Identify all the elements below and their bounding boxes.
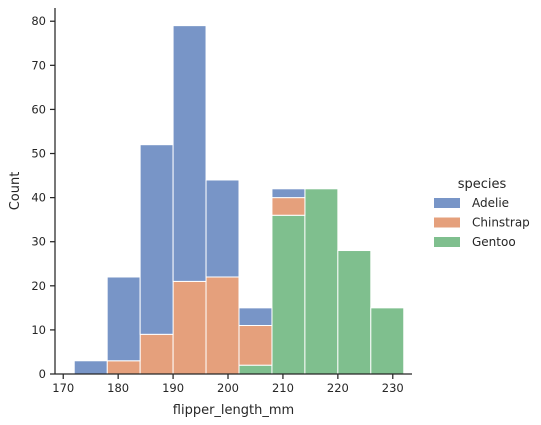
bar-adelie-202 xyxy=(238,307,273,326)
bar-chinstrap-208 xyxy=(271,197,306,216)
y-tick-label-40: 40 xyxy=(31,191,46,205)
bar-chinstrap-202 xyxy=(238,324,273,366)
legend-label-chinstrap: Chinstrap xyxy=(472,216,530,230)
y-tick-label-10: 10 xyxy=(31,323,46,337)
bar-chinstrap-190 xyxy=(172,280,207,375)
axes-layer: 170 180 190 200 210 220 230 0 10 20 30 40 50 60 70 80 xyxy=(31,8,412,395)
bar-chinstrap-178 xyxy=(106,360,141,375)
bar-gentoo-220 xyxy=(337,250,372,375)
y-tick-label-50: 50 xyxy=(31,147,46,161)
y-tick-label-20: 20 xyxy=(31,279,46,293)
bar-adelie-208 xyxy=(271,188,306,199)
y-tick-label-70: 70 xyxy=(31,58,46,72)
x-tick-label-210: 210 xyxy=(272,381,294,395)
legend-label-gentoo: Gentoo xyxy=(472,235,516,249)
bar-gentoo-214 xyxy=(304,188,339,375)
bar-chinstrap-184 xyxy=(139,333,174,375)
y-tick-label-30: 30 xyxy=(31,235,46,249)
legend-swatch-chinstrap xyxy=(434,217,460,228)
bars-layer xyxy=(73,25,405,375)
legend-title: species xyxy=(458,177,507,192)
bar-adelie-172 xyxy=(73,360,108,375)
bar-adelie-190 xyxy=(172,25,207,282)
legend: species Adelie Chinstrap Gentoo xyxy=(434,177,530,249)
legend-swatch-gentoo xyxy=(434,237,460,247)
x-tick-label-220: 220 xyxy=(327,381,349,395)
y-axis-title: Count xyxy=(8,172,23,211)
x-tick-label-200: 200 xyxy=(217,381,239,395)
y-tick-label-80: 80 xyxy=(31,14,46,28)
y-tick-label-60: 60 xyxy=(31,102,46,116)
legend-swatch-adelie xyxy=(434,198,460,208)
x-tick-label-170: 170 xyxy=(52,381,74,395)
legend-label-adelie: Adelie xyxy=(472,196,509,210)
bar-adelie-184 xyxy=(139,144,174,335)
bar-adelie-196 xyxy=(205,179,240,278)
bar-gentoo-226 xyxy=(370,307,405,375)
bar-adelie-178 xyxy=(106,276,141,362)
y-tick-label-0: 0 xyxy=(39,367,46,381)
x-tick-label-230: 230 xyxy=(382,381,404,395)
x-axis-title: flipper_length_mm xyxy=(173,403,294,418)
x-tick-label-190: 190 xyxy=(162,381,184,395)
bar-gentoo-208 xyxy=(271,214,306,375)
bar-chinstrap-196 xyxy=(205,276,240,375)
x-tick-label-180: 180 xyxy=(107,381,129,395)
bar-gentoo-202 xyxy=(238,364,273,375)
